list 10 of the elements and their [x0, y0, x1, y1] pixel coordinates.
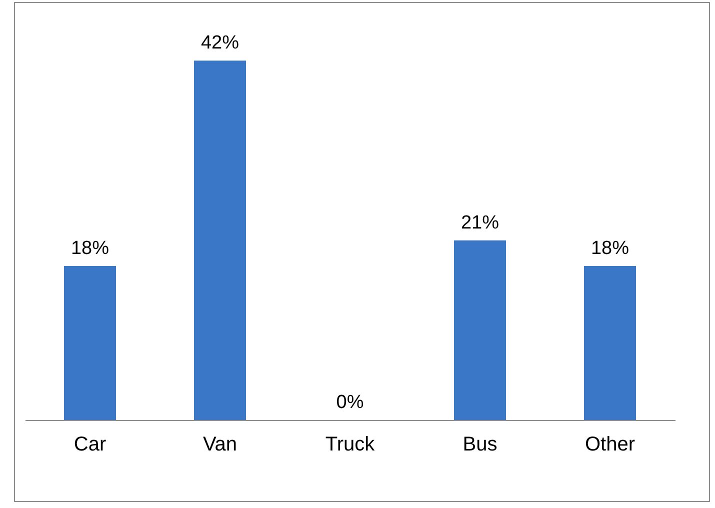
data-label: 21% — [460, 212, 500, 234]
x-tick-label: Car — [74, 434, 106, 456]
x-tick-label: Bus — [462, 434, 498, 456]
x-tick-label: Van — [202, 434, 238, 456]
data-label: 18% — [590, 238, 630, 259]
data-label: 18% — [70, 238, 110, 259]
x-tick-label: Truck — [325, 434, 376, 456]
data-label: 42% — [200, 32, 240, 54]
x-tick-label: Other — [584, 434, 636, 456]
data-label: 0% — [336, 392, 364, 413]
